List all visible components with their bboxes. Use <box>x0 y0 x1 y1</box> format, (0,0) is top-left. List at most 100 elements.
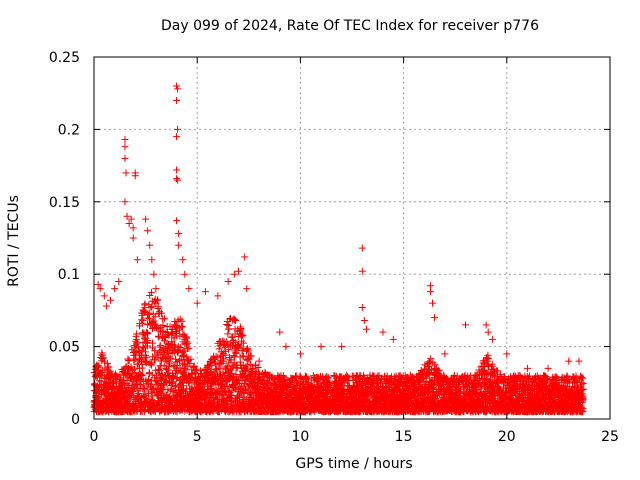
data-point <box>125 381 133 389</box>
data-point <box>224 388 232 396</box>
data-point <box>179 351 187 359</box>
data-point <box>180 382 188 390</box>
data-point <box>225 325 233 333</box>
data-point <box>136 356 144 364</box>
data-point <box>206 367 214 375</box>
data-point <box>228 333 236 341</box>
data-point <box>147 288 155 296</box>
data-point <box>168 378 176 386</box>
data-point <box>176 344 184 352</box>
data-point <box>185 344 193 352</box>
data-point <box>170 345 178 353</box>
data-point <box>161 332 169 340</box>
data-point <box>160 351 168 359</box>
data-point <box>138 319 146 327</box>
data-point <box>169 387 177 395</box>
data-point <box>128 374 136 382</box>
data-point <box>151 320 159 328</box>
data-point <box>139 371 147 379</box>
data-point <box>96 377 104 385</box>
data-point <box>117 398 125 406</box>
data-point <box>150 317 158 325</box>
data-point <box>166 360 174 368</box>
data-point <box>144 329 152 337</box>
data-point <box>100 354 108 362</box>
data-point <box>172 358 180 366</box>
data-point <box>147 396 155 404</box>
data-point <box>154 380 162 388</box>
data-point <box>171 323 179 331</box>
data-point <box>143 328 151 336</box>
data-point <box>184 339 192 347</box>
data-point <box>182 333 190 341</box>
data-point <box>151 313 159 321</box>
data-point <box>213 389 221 397</box>
data-point <box>156 341 164 349</box>
data-point <box>141 300 149 308</box>
data-point <box>105 363 113 371</box>
data-point <box>162 377 170 385</box>
data-point <box>224 330 232 338</box>
data-point <box>94 362 102 370</box>
data-point <box>171 383 179 391</box>
data-point <box>154 296 162 304</box>
data-point <box>170 363 178 371</box>
data-point <box>139 316 147 324</box>
data-point <box>154 332 162 340</box>
data-point <box>139 330 147 338</box>
data-point <box>160 315 168 323</box>
data-point <box>148 361 156 369</box>
data-point <box>140 307 148 315</box>
data-point <box>163 339 171 347</box>
data-point <box>219 337 227 345</box>
data-point <box>230 315 238 323</box>
data-point <box>131 368 139 376</box>
data-point <box>134 389 142 397</box>
data-point <box>148 303 156 311</box>
data-point <box>215 361 223 369</box>
data-point <box>227 314 235 322</box>
data-point <box>182 366 190 374</box>
data-point <box>158 309 166 317</box>
data-point <box>159 321 167 329</box>
data-point <box>158 370 166 378</box>
data-points <box>90 82 587 416</box>
data-point <box>138 364 146 372</box>
data-point <box>207 369 215 377</box>
data-point <box>151 347 159 355</box>
data-point <box>220 355 228 363</box>
data-point <box>193 365 201 373</box>
data-point <box>109 384 117 392</box>
data-point <box>156 362 164 370</box>
data-point <box>140 344 148 352</box>
data-point <box>221 347 229 355</box>
data-point <box>186 360 194 368</box>
data-point <box>166 354 174 362</box>
data-point <box>183 338 191 346</box>
data-point <box>142 357 150 365</box>
data-point <box>155 366 163 374</box>
data-point <box>173 366 181 374</box>
data-point <box>142 348 150 356</box>
data-point <box>144 337 152 345</box>
data-point <box>171 317 179 325</box>
data-point <box>187 355 195 363</box>
data-point <box>133 336 141 344</box>
data-point <box>213 366 221 374</box>
data-point <box>123 376 131 384</box>
data-point <box>146 292 154 300</box>
data-point <box>223 320 231 328</box>
data-point <box>145 390 153 398</box>
data-point <box>144 314 152 322</box>
data-point <box>138 311 146 319</box>
data-point <box>211 358 219 366</box>
data-point <box>182 353 190 361</box>
data-point <box>112 376 120 384</box>
data-point <box>127 363 135 371</box>
data-point <box>145 315 153 323</box>
data-point <box>178 323 186 331</box>
data-point <box>164 331 172 339</box>
data-point <box>147 304 155 312</box>
grid-lines <box>94 57 610 419</box>
